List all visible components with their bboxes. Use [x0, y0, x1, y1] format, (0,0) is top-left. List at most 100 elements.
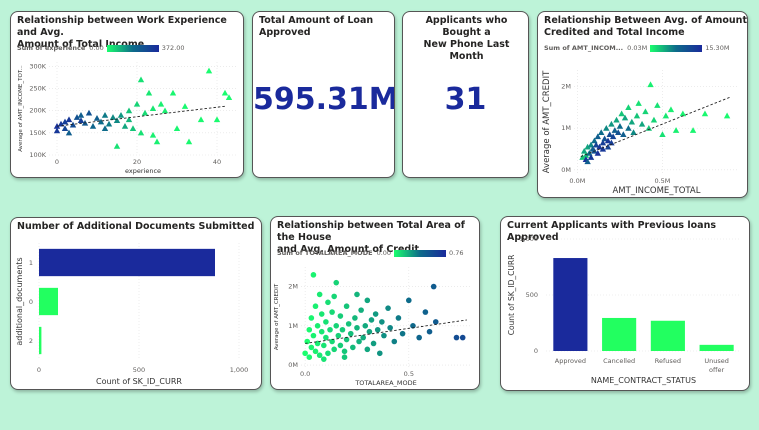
x-tick-label: 0.5 [404, 370, 414, 378]
x-tick-label: 0.0M [569, 177, 585, 185]
data-point [312, 303, 319, 310]
data-point [310, 272, 317, 278]
data-point [621, 114, 629, 121]
new-phone-card[interactable]: Applicants who Bought a New Phone Last M… [402, 11, 529, 178]
y-tick-label: 1M [288, 322, 298, 330]
documents-bar-chart[interactable]: 0 500 1,000 1 0 2 Count of SK_ID_CURR additiona… [11, 218, 262, 390]
data-point [347, 330, 354, 337]
card-title: Relationship between Total Area of the H… [277, 220, 465, 255]
data-point [587, 141, 595, 148]
x-tick-label: Unused offer [704, 357, 729, 374]
data-point [323, 319, 329, 325]
data-point [225, 94, 233, 100]
data-point [362, 323, 369, 329]
card-title: Relationship between Work Experience and… [17, 15, 227, 50]
data-point [329, 338, 335, 345]
data-point [406, 297, 412, 304]
data-point [358, 307, 364, 313]
data-point [618, 110, 625, 117]
experience-scatter-chart[interactable]: 100K 150K 200K 250K 300K 0 20 40 experience Avera… [11, 12, 244, 178]
data-point [608, 120, 615, 127]
y-tick-label: 2M [288, 283, 298, 291]
data-point [459, 334, 466, 341]
data-point [599, 139, 607, 146]
data-point [426, 328, 433, 335]
data-point [113, 142, 121, 149]
data-point [399, 330, 406, 337]
bar [553, 258, 588, 351]
card-title: Number of Additional Documents Submitted [17, 221, 255, 232]
y-axis-title: Average of AMT_CREDIT [274, 283, 280, 350]
data-point [157, 100, 165, 107]
data-point [592, 141, 600, 148]
data-point [306, 354, 313, 360]
x-tick-label: Refused [655, 357, 681, 365]
data-point [615, 129, 622, 135]
x-tick-label: 0.5M [654, 177, 670, 185]
data-point [109, 114, 117, 120]
previous-loans-bar-chart[interactable]: 0 500 1,000 Approved Cancelled Refused Unused o… [501, 217, 750, 391]
data-point [654, 102, 661, 108]
bar [650, 320, 685, 351]
data-point [169, 89, 177, 96]
data-point [642, 108, 649, 115]
data-point [630, 129, 637, 135]
data-point [603, 125, 610, 131]
y-tick-label: 1M [561, 124, 571, 132]
data-point [608, 139, 615, 146]
data-point [325, 350, 331, 357]
data-point [635, 100, 642, 106]
color-legend: Sum of TOTALAREA_MODE 0.00 0.76 [277, 249, 464, 257]
data-point [587, 154, 595, 160]
data-point [137, 129, 145, 136]
documents-card[interactable]: Number of Additional Documents Submitted… [10, 217, 262, 390]
data-point [65, 116, 73, 123]
data-point [312, 348, 319, 355]
data-point [343, 303, 350, 310]
data-point [679, 110, 687, 117]
y-tick-label: 0 [29, 298, 33, 306]
data-point [327, 326, 333, 333]
data-point [145, 89, 153, 96]
y-tick-label: 0M [561, 166, 571, 174]
x-tick-label: 20 [133, 158, 141, 166]
data-point [598, 129, 605, 135]
experience-income-card[interactable]: Relationship between Work Experience and… [10, 11, 244, 178]
data-point [620, 131, 627, 138]
data-point [335, 332, 342, 339]
data-point [73, 114, 81, 120]
x-tick-label: Cancelled [603, 357, 635, 365]
data-point [77, 117, 85, 124]
data-point [645, 125, 653, 131]
loan-total-card[interactable]: Total Amount of Loan Approved 595.31M [252, 11, 395, 178]
data-point [584, 158, 591, 165]
data-point [604, 137, 612, 144]
data-point [343, 336, 350, 343]
data-point [308, 315, 315, 321]
data-point [337, 313, 344, 319]
data-point [341, 354, 348, 360]
data-point [333, 323, 340, 329]
data-point [331, 293, 337, 300]
card-title: Applicants who Bought a New Phone Last M… [423, 15, 510, 62]
data-point [356, 338, 362, 345]
data-point [61, 125, 69, 131]
data-point [579, 154, 586, 160]
data-point [689, 127, 697, 133]
previous-loans-card[interactable]: Current Applicants with Previous loans A… [500, 216, 750, 391]
data-point [354, 291, 360, 298]
legend-gradient [106, 44, 159, 52]
data-point [611, 127, 619, 133]
data-point [613, 116, 620, 123]
house-area-card[interactable]: Relationship between Total Area of the H… [270, 216, 480, 390]
credit-income-card[interactable]: Relationship Between Avg. of Amount Cred… [537, 11, 748, 198]
data-point [53, 127, 61, 134]
data-point [638, 120, 646, 127]
data-point [387, 324, 393, 331]
data-point [185, 138, 193, 145]
data-point [647, 81, 654, 88]
data-point [302, 350, 308, 357]
data-point [65, 129, 73, 136]
